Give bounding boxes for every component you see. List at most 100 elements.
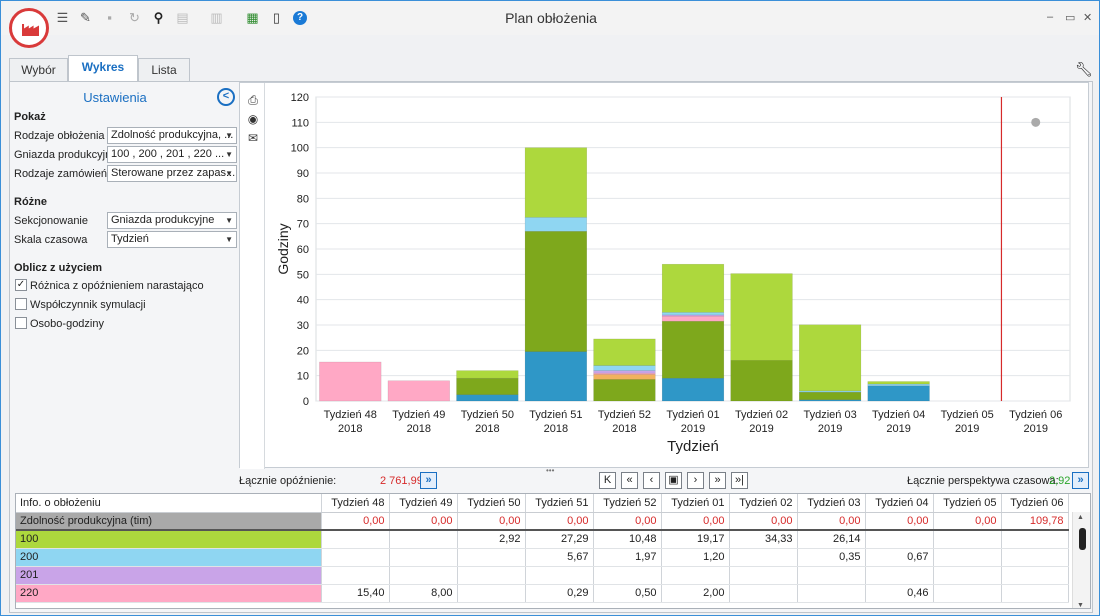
table-cell: 0,00 — [729, 512, 798, 531]
table-cell — [1001, 548, 1069, 567]
capacity-marker — [1031, 117, 1041, 127]
help-icon[interactable]: ? — [293, 11, 307, 25]
bar-segment — [456, 394, 519, 402]
label-sectioning: Sekcjonowanie — [14, 215, 88, 227]
person-hours-checkbox[interactable] — [15, 317, 27, 329]
x-tick-label: Tydzień 49 — [392, 409, 445, 421]
splitter-handle[interactable]: ••• — [546, 466, 555, 475]
bar-segment — [593, 370, 656, 374]
table-cell — [797, 566, 866, 585]
delay-go-button[interactable]: » — [420, 472, 437, 489]
occupancy-types-select[interactable]: Zdolność produkcyjna, ... ▼ — [107, 127, 237, 144]
scroll-thumb[interactable] — [1079, 528, 1086, 550]
table-cell — [321, 548, 390, 567]
bar-segment — [661, 320, 725, 379]
order-types-select[interactable]: Sterowane przez zapas... ▼ — [107, 165, 237, 182]
save-icon[interactable]: ▪ — [107, 10, 112, 25]
close-button[interactable]: ✕ — [1083, 12, 1093, 24]
nav-prev-button[interactable]: ‹ — [643, 472, 660, 489]
table-row[interactable]: 220 15,40 8,00 0,29 0,50 2,00 0,46 — [16, 584, 1069, 603]
tab-lista[interactable]: Lista — [138, 58, 190, 83]
table-cell — [933, 548, 1002, 567]
x-tick-year: 2018 — [338, 423, 362, 435]
table-cell — [729, 584, 798, 603]
print-icon[interactable]: ⎙ — [248, 93, 258, 107]
refresh-icon[interactable]: ↻ — [129, 10, 140, 25]
table-row[interactable]: 201 — [16, 566, 1069, 585]
bar-segment — [593, 365, 656, 371]
collapse-panel-icon[interactable]: < — [217, 88, 235, 106]
grid-header-week[interactable]: Tydzień 48 — [321, 494, 390, 513]
search-icon[interactable]: ⚲ — [153, 10, 164, 25]
mail-icon[interactable]: ✉ — [247, 131, 259, 145]
simulation-factor-checkbox[interactable] — [15, 298, 27, 310]
table-cell: 8,00 — [389, 584, 458, 603]
y-tick-label: 110 — [291, 117, 309, 129]
table-cell: 0,00 — [797, 512, 866, 531]
settings-title: Ustawienia — [83, 90, 147, 105]
x-tick-year: 2018 — [475, 423, 499, 435]
scroll-down-icon[interactable]: ▼ — [1077, 602, 1084, 609]
table-cell: 34,33 — [729, 530, 798, 549]
disabled-icon[interactable]: ▤ — [176, 10, 189, 25]
y-tick-label: 30 — [297, 320, 309, 332]
workcenters-select[interactable]: 100 , 200 , 201 , 220 ... ▼ — [107, 146, 237, 163]
grid-header-week[interactable]: Tydzień 50 — [457, 494, 526, 513]
book-icon[interactable]: ▯ — [272, 10, 281, 25]
tab-wybor[interactable]: Wybór — [9, 58, 68, 83]
bar-segment — [387, 380, 450, 402]
grid-header-info[interactable]: Info. o obłożeniu — [16, 494, 322, 513]
disabled-icon2[interactable]: ▥ — [210, 10, 223, 25]
table-cell — [1001, 584, 1069, 603]
grid-header-week[interactable]: Tydzień 05 — [933, 494, 1002, 513]
eye-icon[interactable]: ◉ — [247, 112, 259, 126]
label-order-types: Rodzaje zamówień — [14, 168, 107, 180]
y-tick-label: 40 — [297, 295, 309, 307]
nav-next-button[interactable]: › — [687, 472, 704, 489]
grid-header-week[interactable]: Tydzień 04 — [865, 494, 934, 513]
nav-next-page-button[interactable]: » — [709, 472, 726, 489]
x-tick-label: Tydzień 51 — [529, 409, 582, 421]
grid-header-week[interactable]: Tydzień 01 — [661, 494, 730, 513]
x-tick-label: Tydzień 52 — [598, 409, 651, 421]
nav-last-button[interactable]: »| — [731, 472, 748, 489]
y-tick-label: 90 — [297, 168, 309, 180]
nav-first-button[interactable]: K — [599, 472, 616, 489]
minimize-button[interactable]: – — [1047, 11, 1054, 23]
scroll-up-icon[interactable]: ▲ — [1077, 514, 1084, 521]
perspective-go-button[interactable]: » — [1072, 472, 1089, 489]
edit-icon[interactable]: ✎ — [80, 10, 91, 25]
label-occupancy-types: Rodzaje obłożenia — [14, 130, 105, 142]
table-row[interactable]: 200 5,67 1,97 1,20 0,35 0,67 — [16, 548, 1069, 567]
grid-header-week[interactable]: Tydzień 06 — [1001, 494, 1069, 513]
app-logo[interactable] — [9, 8, 49, 48]
grid-header-week[interactable]: Tydzień 03 — [797, 494, 866, 513]
sectioning-select[interactable]: Gniazda produkcyjne ▼ — [107, 212, 237, 229]
time-scale-select[interactable]: Tydzień ▼ — [107, 231, 237, 248]
delay-value: 2 761,99 — [380, 475, 423, 487]
nav-prev-page-button[interactable]: « — [621, 472, 638, 489]
y-tick-label: 70 — [297, 219, 309, 231]
maximize-button[interactable]: ▭ — [1065, 12, 1076, 24]
grid-header-week[interactable]: Tydzień 52 — [593, 494, 662, 513]
select-value: Zdolność produkcyjna, ... — [111, 129, 234, 141]
grid-icon[interactable]: ▦ — [246, 10, 259, 25]
grid-header-week[interactable]: Tydzień 49 — [389, 494, 458, 513]
table-cell — [525, 566, 594, 585]
table-row[interactable]: Zdolność produkcyjna (tim) 0,00 0,00 0,00 0,… — [16, 512, 1069, 531]
table-row[interactable]: 100 2,92 27,29 10,48 19,17 34,33 26,14 — [16, 530, 1069, 549]
grid-header-week[interactable]: Tydzień 51 — [525, 494, 594, 513]
grid-header-week[interactable]: Tydzień 02 — [729, 494, 798, 513]
list-icon[interactable]: ☰ — [56, 10, 69, 25]
row-label: 100 — [16, 530, 322, 549]
cumulative-delay-checkbox[interactable]: ✓ — [15, 279, 27, 291]
y-tick-label: 60 — [297, 244, 309, 256]
nav-today-button[interactable]: ▣ — [665, 472, 682, 489]
bar-segment — [456, 370, 519, 379]
tab-wykres[interactable]: Wykres — [68, 55, 138, 82]
vertical-scrollbar[interactable]: ▲ ▼ — [1072, 512, 1090, 609]
bar-segment — [730, 273, 793, 361]
x-tick-label: Tydzień 03 — [803, 409, 856, 421]
chart-side-toolbar: ⎙ ◉ ✉ — [240, 83, 265, 469]
wrench-icon[interactable]: 🔧︎ — [1075, 61, 1093, 77]
